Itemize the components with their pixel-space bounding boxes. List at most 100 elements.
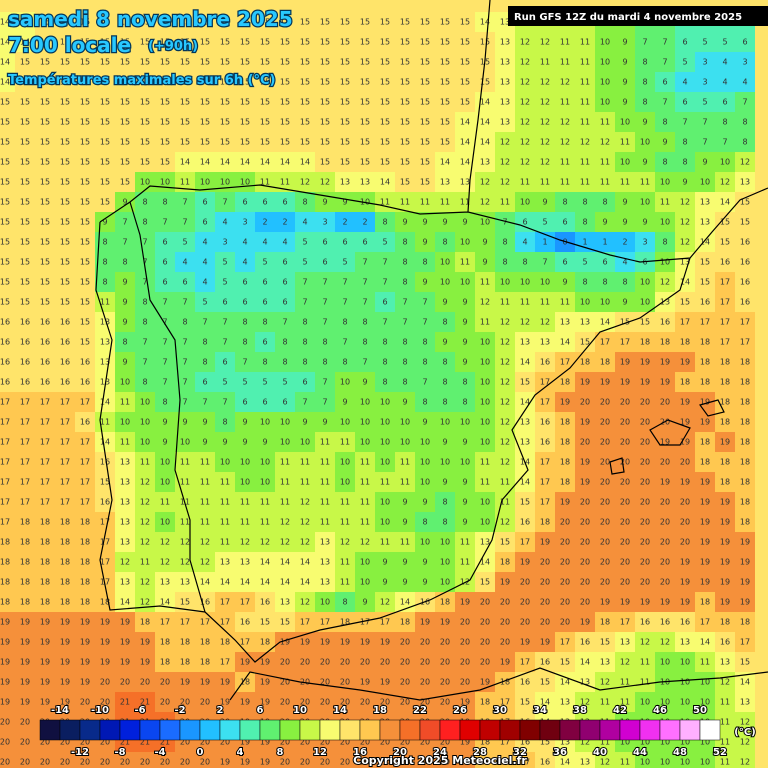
temp-cell (735, 112, 755, 132)
temp-value: 9 (362, 598, 367, 607)
temp-value: 9 (702, 158, 707, 167)
temp-value: 12 (500, 318, 510, 327)
temp-value: 10 (300, 438, 310, 447)
temp-value: 20 (300, 658, 310, 667)
temp-cell (575, 292, 595, 312)
temp-value: 15 (180, 138, 190, 147)
temp-value: 15 (320, 38, 330, 47)
temp-cell (695, 152, 715, 172)
temp-value: 18 (740, 438, 750, 447)
temp-cell (355, 92, 375, 112)
temp-value: 20 (440, 698, 450, 707)
temp-cell (135, 92, 155, 112)
legend-label: 4 (237, 747, 244, 758)
temp-value: 17 (0, 398, 10, 407)
temp-cell (675, 132, 695, 152)
temp-value: 8 (742, 138, 747, 147)
temp-value: 13 (240, 558, 250, 567)
temp-value: 19 (740, 598, 750, 607)
temp-value: 8 (242, 318, 247, 327)
temp-value: 19 (460, 598, 470, 607)
temp-cell (295, 412, 315, 432)
temp-value: 19 (520, 638, 530, 647)
temp-cell (495, 372, 515, 392)
temp-value: 10 (480, 398, 490, 407)
temp-value: 14 (260, 558, 270, 567)
temp-value: 8 (222, 418, 227, 427)
temp-value: 18 (80, 538, 90, 547)
temp-value: 18 (720, 478, 730, 487)
temp-value: 12 (300, 598, 310, 607)
temp-value: 11 (320, 478, 330, 487)
temp-value: 12 (380, 598, 390, 607)
temp-cell (575, 112, 595, 132)
temp-cell (455, 332, 475, 352)
temp-cell (115, 132, 135, 152)
temp-cell (355, 392, 375, 412)
temp-value: 9 (622, 58, 627, 67)
temp-value: 15 (300, 138, 310, 147)
temp-value: 14 (100, 438, 110, 447)
temp-value: 12 (140, 598, 150, 607)
temp-value: 15 (0, 98, 10, 107)
temp-value: 7 (682, 118, 687, 127)
temp-value: 17 (380, 618, 390, 627)
temp-value: 8 (342, 598, 347, 607)
temp-cell (195, 232, 215, 252)
temp-cell (435, 312, 455, 332)
temp-value: 8 (122, 258, 127, 267)
temp-cell (395, 212, 415, 232)
legend-swatch (199, 719, 221, 741)
temp-value: 9 (402, 558, 407, 567)
temp-cell (295, 52, 315, 72)
temp-cell (555, 132, 575, 152)
temp-cell (135, 252, 155, 272)
temp-cell (55, 412, 75, 432)
temp-value: 15 (80, 318, 90, 327)
temp-value: 15 (360, 38, 370, 47)
temp-cell (255, 212, 275, 232)
temp-value: 11 (260, 518, 270, 527)
temp-cell (475, 352, 495, 372)
temp-cell (75, 132, 95, 152)
temp-value: 11 (460, 258, 470, 267)
temp-cell (695, 92, 715, 112)
temp-value: 19 (240, 758, 250, 767)
temp-cell (215, 92, 235, 112)
time: 7:00 locale (8, 33, 131, 57)
temp-value: 12 (520, 58, 530, 67)
temp-value: 8 (202, 338, 207, 347)
temp-cell (515, 52, 535, 72)
temp-value: 6 (222, 358, 227, 367)
temp-value: 15 (400, 158, 410, 167)
temp-value: 17 (540, 498, 550, 507)
temp-cell (335, 232, 355, 252)
temp-value: 13 (480, 158, 490, 167)
temp-value: 7 (162, 298, 167, 307)
temp-cell (335, 132, 355, 152)
temp-cell (435, 352, 455, 372)
temp-cell (255, 372, 275, 392)
temp-value: 11 (320, 498, 330, 507)
temp-value: 15 (0, 258, 10, 267)
temp-value: 20 (600, 518, 610, 527)
temp-value: 16 (40, 358, 50, 367)
temp-cell (555, 172, 575, 192)
temp-cell (55, 192, 75, 212)
temp-cell (635, 32, 655, 52)
temp-value: 6 (162, 258, 167, 267)
temp-value: 6 (162, 278, 167, 287)
temp-value: 11 (640, 678, 650, 687)
temp-value: 19 (720, 598, 730, 607)
temp-value: 12 (600, 138, 610, 147)
legend-swatch (379, 719, 401, 741)
temp-cell (615, 212, 635, 232)
temp-value: 19 (520, 558, 530, 567)
temp-value: 11 (340, 578, 350, 587)
temp-cell (15, 72, 35, 92)
temp-value: 15 (320, 98, 330, 107)
legend-label: 22 (413, 705, 427, 716)
temp-cell (35, 92, 55, 112)
temp-cell (115, 412, 135, 432)
temp-cell (215, 292, 235, 312)
